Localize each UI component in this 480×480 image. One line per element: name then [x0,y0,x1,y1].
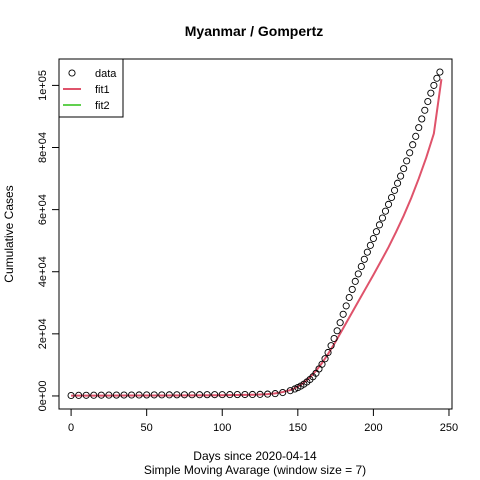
y-tick-label: 6e+04 [37,194,49,225]
data-point [357,262,365,271]
data-point [369,234,377,243]
data-point [378,214,387,222]
data-point [330,334,338,343]
legend-label-fit1: fit1 [95,84,110,96]
data-point [360,255,368,263]
y-axis: 0e+00 2e+04 4e+04 6e+04 8e+04 1e+05 [37,70,60,412]
data-point [384,200,393,208]
chart-title: Myanmar / Gompertz [185,23,323,39]
data-point [233,391,241,399]
data-point [421,106,429,114]
data-point [375,221,383,229]
data-point [203,391,211,399]
series-fit1 [71,79,443,397]
data-point [82,391,90,399]
data-point [196,391,204,399]
data-point [327,342,335,350]
data-point [143,391,151,399]
data-point [188,391,196,399]
data-point [318,360,326,368]
data-point [97,391,105,399]
data-point [75,391,83,399]
data-point [436,68,444,76]
y-tick-label: 4e+04 [37,256,49,287]
data-point [248,390,257,399]
y-tick-label: 8e+04 [37,132,49,163]
data-point [433,74,441,82]
data-point [403,157,411,165]
data-point [256,390,264,398]
data-point [135,391,143,399]
legend-label-fit2: fit2 [95,100,110,112]
legend-label-data: data [95,68,117,80]
data-point [427,89,435,97]
data-point [387,193,396,202]
data-point [333,327,341,335]
data-point [336,319,344,327]
data-point [372,228,380,236]
data-point [67,391,75,400]
data-point [415,124,423,132]
data-point [394,179,402,187]
y-tick-label: 1e+05 [37,70,49,101]
legend-symbol-data [68,69,76,77]
y-tick-label: 0e+00 [37,381,49,412]
data-point [120,391,128,399]
data-point [363,248,371,256]
data-point [381,207,390,215]
data-point [397,172,405,180]
data-point [112,391,120,399]
x-axis-label: Days since 2020-04-14 [193,449,317,463]
data-point [264,390,272,398]
x-axis-subtitle: Simple Moving Avarage (window size = 7) [144,463,366,477]
data-point [424,97,432,106]
data-point [165,391,173,399]
data-point [412,132,420,140]
data-point [158,391,166,399]
data-point [342,302,350,310]
x-tick-label: 0 [68,422,74,434]
data-point [348,285,356,293]
x-tick-label: 150 [289,422,307,434]
y-tick-label: 2e+04 [37,318,49,349]
data-point [366,241,374,249]
data-point [339,310,347,318]
series-data [67,68,444,400]
series-line-fit1 [71,79,443,397]
data-point [430,81,438,89]
data-point [173,391,181,399]
data-point [391,186,399,194]
data-point [324,348,332,357]
data-point [105,391,113,399]
data-point [409,141,417,149]
x-tick-label: 250 [440,422,458,434]
data-point [226,391,234,399]
data-point [211,391,219,399]
data-point [406,149,414,157]
data-point [351,277,359,285]
data-point [180,391,189,399]
data-point [345,293,353,302]
data-point [286,387,294,395]
data-point [321,355,329,363]
x-tick-label: 50 [141,422,153,434]
x-tick-label: 200 [364,422,382,434]
data-point [271,390,279,398]
data-point [241,390,249,399]
data-point [218,391,226,399]
data-point [90,391,98,399]
data-point [418,115,426,123]
data-point [279,388,287,397]
legend: data fit1 fit2 [58,58,124,118]
data-point [400,165,408,173]
data-point [150,391,158,399]
data-point [354,270,362,278]
x-axis: 0 50 100 150 200 250 [68,408,458,434]
y-axis-label: Cumulative Cases [2,185,16,282]
x-tick-label: 100 [213,422,231,434]
data-point [128,391,136,399]
